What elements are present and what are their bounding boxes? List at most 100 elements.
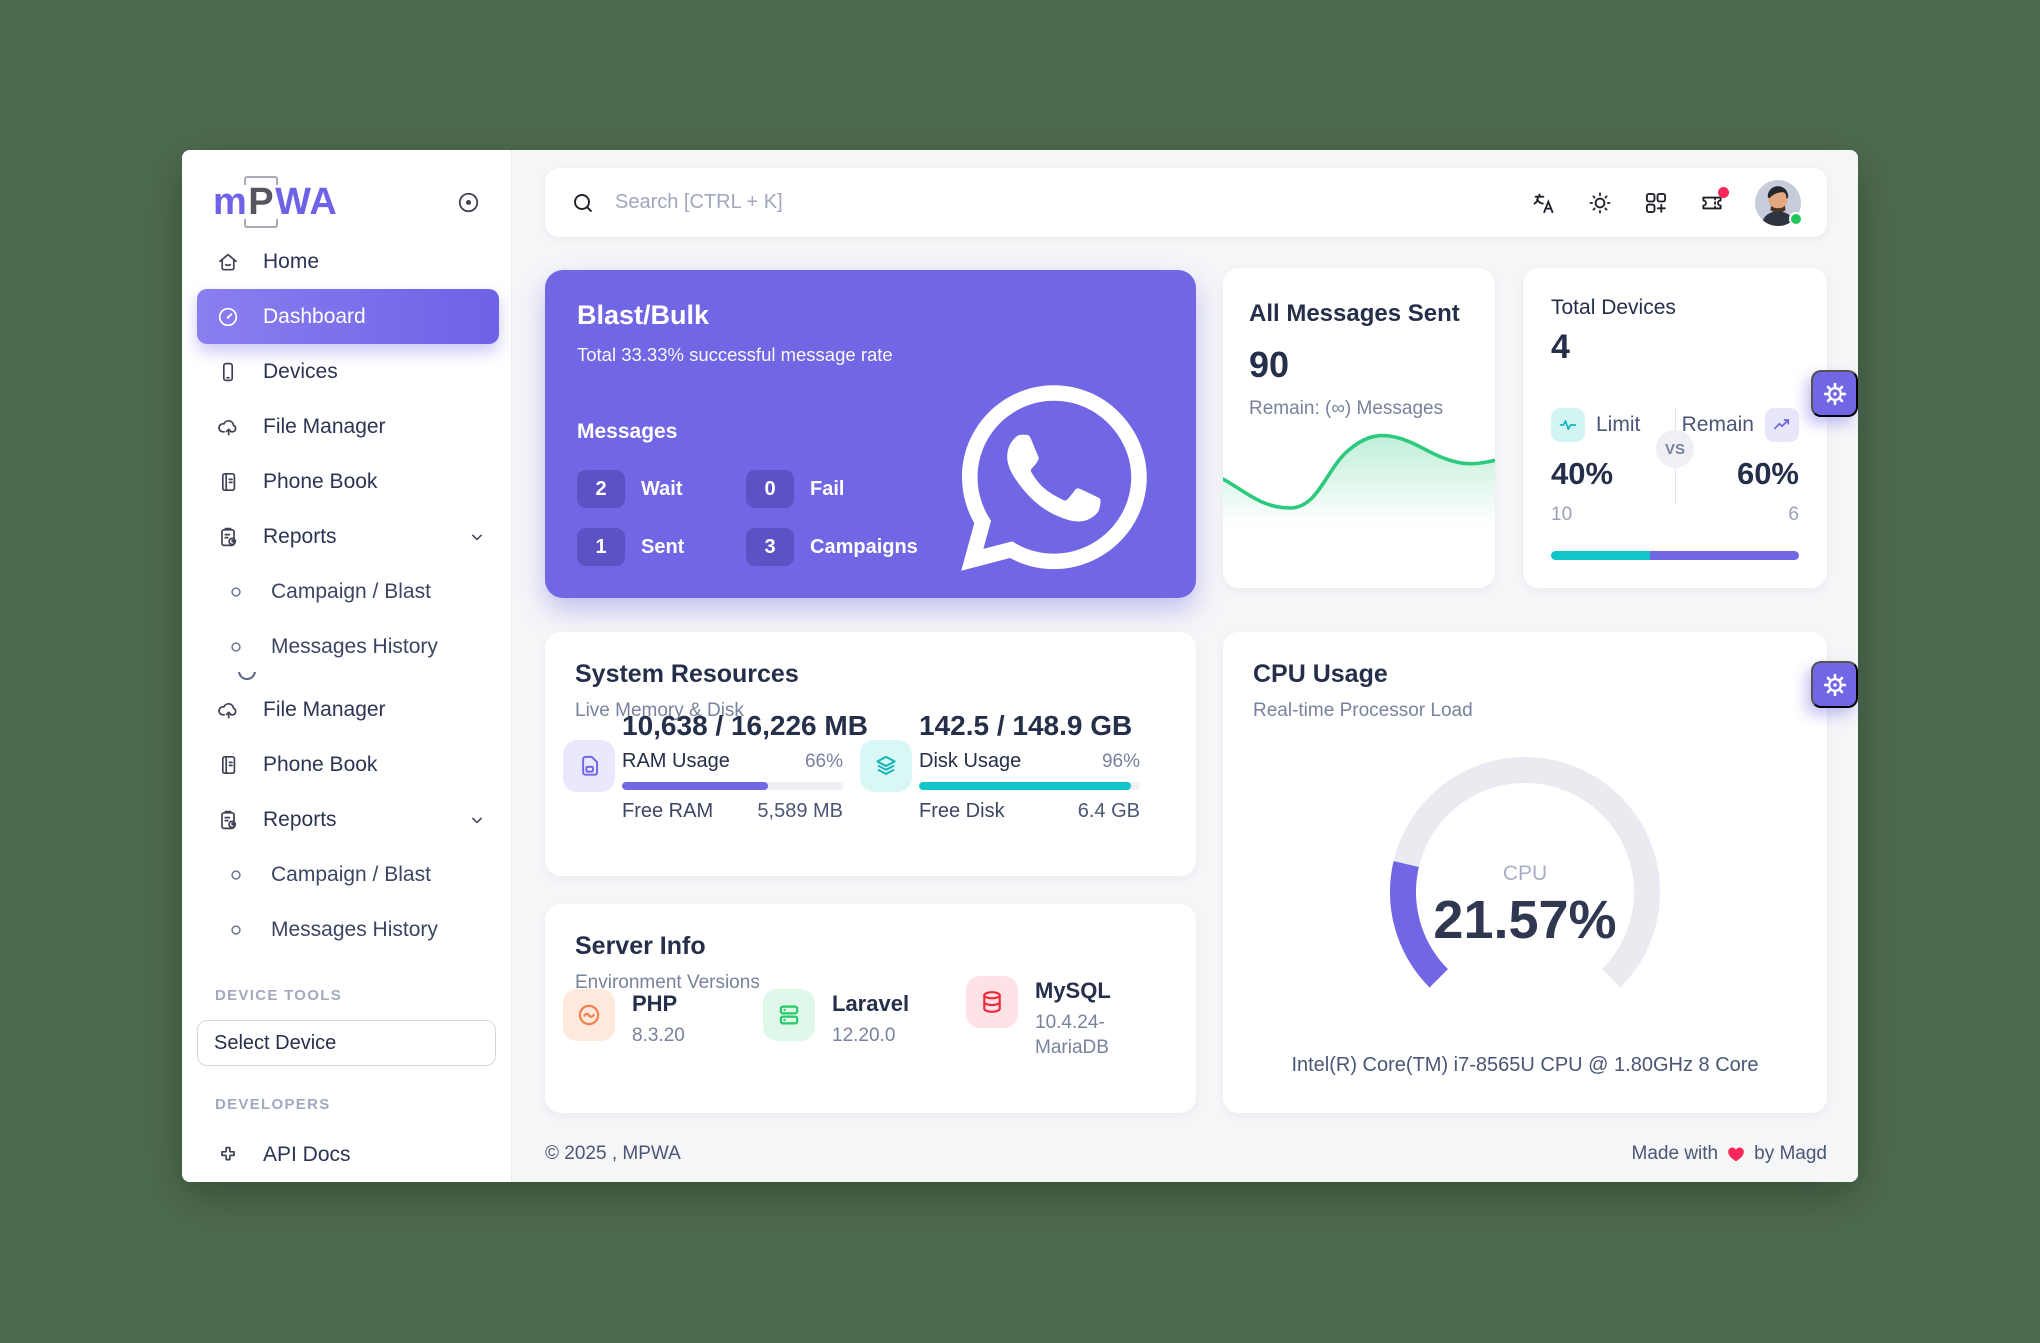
php-icon: [563, 989, 615, 1041]
main-content: Blast/Bulk Total 33.33% successful messa…: [512, 150, 1858, 1182]
dot-icon: [223, 866, 249, 884]
mysql-version: 10.4.24-MariaDB: [1035, 1012, 1109, 1058]
sidebar-item-phone-book[interactable]: Phone Book: [197, 454, 499, 509]
stat-label: Fail: [810, 477, 845, 500]
card-title: Server Info: [575, 932, 706, 960]
sidebar-item-label: Campaign / Blast: [271, 862, 431, 886]
sidebar-item-phone-book-2[interactable]: Phone Book: [197, 737, 499, 792]
total-devices-value: 4: [1551, 328, 1570, 366]
phone-book-icon: [215, 753, 241, 777]
system-resources-card: System Resources Live Memory & Disk 10,6…: [545, 632, 1196, 876]
card-subtitle: Live Memory & Disk: [575, 700, 744, 721]
remain-segment: [1650, 551, 1799, 560]
mpwa-logo: mPWA: [213, 176, 338, 228]
render-artifact: [238, 672, 511, 682]
ram-usage-label: RAM Usage: [622, 750, 730, 772]
sidebar-item-label: File Manager: [263, 414, 386, 438]
sidebar-item-label: Campaign / Blast: [271, 579, 431, 603]
sidebar-item-campaign-blast[interactable]: Campaign / Blast: [197, 564, 499, 619]
sidebar-toggle-button[interactable]: [451, 185, 485, 219]
all-messages-sent-card: All Messages Sent 90 Remain: (∞) Message…: [1223, 268, 1495, 588]
sidebar-nav: Home Dashboard Devices File Manager Phon…: [182, 234, 511, 1182]
limit-segment: [1551, 551, 1651, 560]
stat-value: 3: [746, 528, 794, 566]
messages-remain-label: Remain: (∞) Messages: [1249, 398, 1444, 419]
select-device-dropdown[interactable]: Select Device: [197, 1020, 496, 1066]
stat-fail: 0 Fail: [746, 470, 918, 508]
free-disk-value: 6.4 GB: [1077, 800, 1140, 822]
sidebar-item-label: Reports: [263, 807, 337, 831]
sidebar-item-label: Phone Book: [263, 752, 378, 776]
card-subtitle: Environment Versions: [575, 972, 760, 993]
gear-icon: [1823, 382, 1846, 405]
topbar-actions: [1531, 179, 1803, 226]
dot-icon: [223, 638, 249, 656]
sidebar-item-home[interactable]: Home: [197, 234, 499, 289]
dot-icon: [223, 583, 249, 601]
php-version-item: PHP 8.3.20: [563, 989, 685, 1049]
sidebar-item-devices[interactable]: Devices: [197, 344, 499, 399]
stat-label: Wait: [641, 477, 683, 500]
smartphone-icon: [215, 360, 241, 384]
gear-icon: [1823, 673, 1846, 696]
remain-group: Remain: [1682, 408, 1799, 442]
topbar: [545, 168, 1827, 237]
copyright: © 2025 , MPWA: [545, 1143, 681, 1164]
sidebar-item-dashboard[interactable]: Dashboard: [197, 289, 499, 344]
limit-group: Limit: [1551, 408, 1640, 442]
logo-wa: WA: [275, 181, 338, 223]
laravel-version-item: Laravel 12.20.0: [763, 989, 909, 1049]
sidebar-item-label: Devices: [263, 359, 338, 383]
logo-row: mPWA: [213, 176, 485, 228]
free-disk-label: Free Disk: [919, 800, 1005, 822]
disk-summary: 142.5 / 148.9 GB: [919, 710, 1133, 741]
disk-progress-bar: [919, 782, 1140, 790]
sidebar-item-messages-history[interactable]: Messages History: [197, 619, 499, 674]
settings-gear-button[interactable]: [1811, 661, 1858, 708]
sidebar-item-file-manager[interactable]: File Manager: [197, 399, 499, 454]
report-icon: [215, 525, 241, 549]
remain-label: Remain: [1681, 413, 1754, 436]
card-subtitle: Real-time Processor Load: [1253, 700, 1473, 721]
ram-column: 10,638 / 16,226 MB RAM Usage 66% Free RAM…: [563, 632, 868, 876]
whatsapp-icon: [961, 385, 1147, 571]
sidebar-item-reports-2[interactable]: Reports: [197, 792, 499, 847]
sidebar-item-reports[interactable]: Reports: [197, 509, 499, 564]
limit-count: 10: [1551, 504, 1573, 525]
limit-percent: 40%: [1551, 456, 1614, 491]
whats-new-icon[interactable]: [1699, 186, 1729, 216]
sidebar-item-api-docs[interactable]: API Docs: [197, 1127, 499, 1182]
sidebar-item-label: Messages History: [271, 917, 438, 941]
avatar[interactable]: [1755, 179, 1803, 226]
ram-usage-percent: 66%: [804, 751, 843, 772]
apps-grid-icon[interactable]: [1643, 190, 1669, 216]
devices-progress-bar: [1551, 551, 1799, 560]
disk-usage-label: Disk Usage: [919, 750, 1022, 772]
messages-label: Messages: [577, 420, 678, 443]
home-icon: [215, 250, 241, 274]
sidebar-item-messages-history-2[interactable]: Messages History: [197, 902, 499, 957]
stat-sent: 1 Sent: [577, 528, 746, 566]
section-label-developers: DEVELOPERS: [215, 1096, 331, 1113]
search-input[interactable]: [615, 191, 1531, 214]
card-title: All Messages Sent: [1249, 300, 1460, 327]
php-name: PHP: [632, 991, 678, 1016]
brightness-icon[interactable]: [1587, 190, 1613, 216]
api-plugin-icon: [215, 1143, 241, 1167]
stat-label: Campaigns: [810, 535, 918, 558]
sidebar: mPWA Home Dashboard Devices File Manager: [182, 150, 512, 1182]
settings-gear-button[interactable]: [1811, 370, 1858, 417]
mysql-version-item: MySQL 10.4.24-MariaDB: [966, 976, 1147, 1060]
sidebar-item-campaign-blast-2[interactable]: Campaign / Blast: [197, 847, 499, 902]
translate-icon[interactable]: [1531, 190, 1557, 216]
gauge-label: CPU: [1503, 862, 1547, 885]
card-title: CPU Usage: [1253, 660, 1388, 688]
sidebar-item-label: Reports: [263, 524, 337, 548]
laravel-icon: [763, 989, 815, 1041]
cpu-gauge: CPU 21.57%: [1365, 732, 1685, 1052]
notification-dot: [1718, 186, 1729, 198]
sidebar-item-file-manager-2[interactable]: File Manager: [197, 682, 499, 737]
card-title: System Resources: [575, 660, 799, 688]
dot-icon: [223, 921, 249, 939]
section-label-device-tools: DEVICE TOOLS: [215, 987, 343, 1004]
